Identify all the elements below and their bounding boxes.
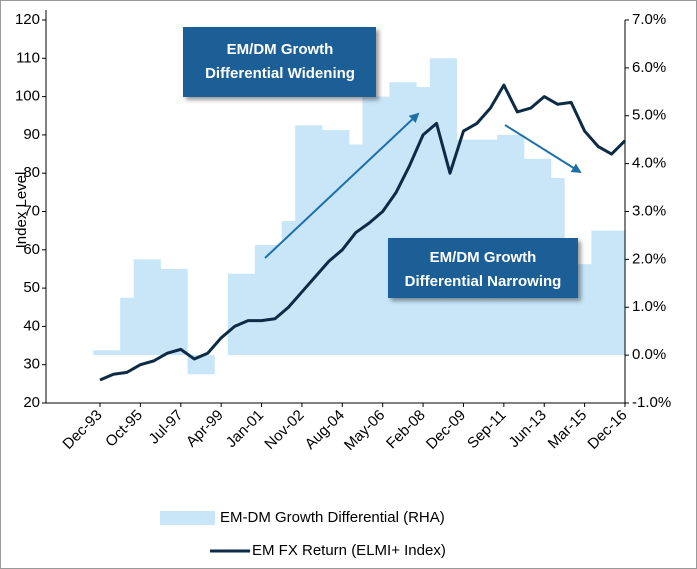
bar [335, 130, 350, 356]
y-tick-label: 70 [23, 202, 40, 219]
bar [322, 130, 336, 356]
bar [120, 297, 134, 356]
annotation: Differential Widening [205, 65, 355, 82]
y2-tick-label: 6.0% [632, 59, 666, 76]
y2-tick-label: 1.0% [632, 298, 666, 315]
y-axis-label: Index Level [13, 172, 30, 249]
bar [375, 96, 390, 356]
y2-tick-label: -1.0% [632, 394, 671, 411]
bar [349, 144, 363, 356]
bar [308, 125, 323, 356]
bar [591, 230, 606, 356]
y2-tick-label: 0.0% [632, 346, 666, 363]
bar [106, 350, 121, 356]
y2-tick-label: 5.0% [632, 107, 666, 124]
bar [200, 355, 215, 375]
bar [241, 273, 256, 356]
y-tick-label: 60 [23, 241, 40, 258]
line [99, 83, 627, 382]
legend-label: EM FX Return (ELMI+ Index) [252, 542, 446, 559]
bar [254, 245, 269, 356]
bar [160, 268, 175, 356]
y2-tick-label: 3.0% [632, 202, 666, 219]
y-tick-label: 80 [23, 164, 40, 181]
y-tick-label: 40 [23, 317, 40, 334]
bar [174, 268, 188, 356]
legend-swatch [160, 511, 215, 525]
y-tick-label: 100 [15, 88, 40, 105]
bar [443, 58, 458, 356]
legend-label: EM-DM Growth Differential (RHA) [220, 509, 445, 526]
bar [577, 264, 592, 356]
arrow [264, 112, 420, 259]
bar [187, 355, 202, 375]
bar [133, 259, 148, 356]
y2-tick-label: 4.0% [632, 155, 666, 172]
bar [227, 273, 242, 356]
y-tick-label: 50 [23, 279, 40, 296]
bar [389, 82, 404, 356]
y-tick-label: 110 [16, 49, 40, 66]
bar [604, 230, 619, 356]
annotation-box [388, 238, 578, 298]
bar [416, 87, 431, 356]
bar [147, 259, 161, 356]
annotation: Differential Narrowing [405, 273, 562, 290]
bar [93, 350, 108, 356]
bar [295, 125, 309, 356]
bar [402, 82, 417, 356]
annotation: EM/DM Growth [227, 41, 334, 58]
y2-tick-label: 2.0% [632, 250, 666, 267]
arrow [504, 124, 582, 174]
y-tick-label: 30 [23, 356, 40, 373]
annotation-box [183, 27, 376, 97]
bar [362, 96, 377, 356]
bar [429, 58, 444, 356]
bar [268, 245, 283, 356]
bar [618, 230, 625, 356]
y-tick-label: 90 [23, 126, 40, 143]
y2-tick-label: 7.0% [632, 11, 666, 28]
bar [281, 221, 296, 356]
y-tick-label: 20 [23, 394, 40, 411]
annotation: EM/DM Growth [430, 249, 537, 266]
y-tick-label: 120 [15, 11, 40, 28]
